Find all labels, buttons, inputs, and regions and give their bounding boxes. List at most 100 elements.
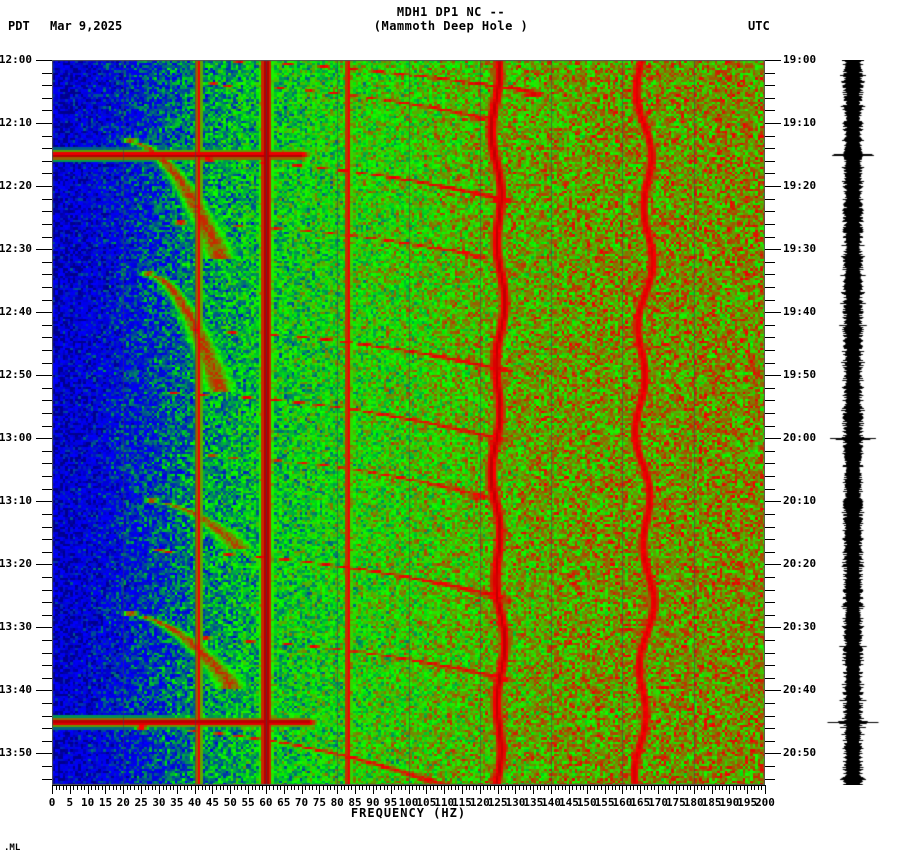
axis-tick <box>42 97 52 99</box>
axis-tick <box>761 785 763 790</box>
axis-tick <box>162 785 164 790</box>
axis-tick <box>765 160 775 162</box>
axis-tick <box>765 476 775 478</box>
axis-tick <box>42 463 52 465</box>
axis-tick <box>42 387 52 389</box>
frequency-label: 100 <box>398 796 419 809</box>
seismogram-canvas <box>825 60 885 785</box>
axis-tick <box>561 785 563 790</box>
axis-tick <box>765 425 775 427</box>
axis-tick <box>429 785 431 790</box>
frequency-label: 15 <box>98 796 113 809</box>
axis-tick <box>590 785 592 790</box>
axis-tick <box>198 785 200 790</box>
axis-tick <box>105 785 107 794</box>
axis-tick <box>765 677 775 679</box>
axis-tick <box>255 785 257 790</box>
axis-tick <box>42 740 52 742</box>
frequency-label: 20 <box>116 796 130 809</box>
time-label-pdt: 12:40 <box>0 305 32 319</box>
spectrogram-canvas <box>52 60 765 785</box>
axis-tick <box>476 785 478 790</box>
axis-tick <box>765 766 775 768</box>
axis-tick <box>526 785 528 790</box>
axis-tick <box>486 785 488 790</box>
axis-tick <box>36 186 52 188</box>
axis-tick <box>109 785 111 790</box>
axis-tick <box>765 72 775 74</box>
axis-tick <box>765 740 775 742</box>
axis-tick <box>501 785 503 790</box>
axis-tick <box>126 785 128 790</box>
axis-tick <box>765 85 775 87</box>
axis-tick <box>765 513 775 515</box>
axis-tick <box>765 274 775 276</box>
axis-tick <box>158 785 160 794</box>
time-label-utc: 20:30 <box>783 620 817 634</box>
time-label-utc: 20:50 <box>783 746 817 760</box>
axis-tick <box>743 785 745 790</box>
axis-tick <box>269 785 271 790</box>
axis-tick <box>69 785 71 794</box>
axis-tick <box>765 387 775 389</box>
axis-tick <box>87 785 89 794</box>
axis-tick <box>101 785 103 790</box>
axis-tick <box>305 785 307 790</box>
axis-tick <box>765 602 775 604</box>
time-label-pdt: 13:40 <box>0 683 32 697</box>
axis-tick <box>765 198 775 200</box>
frequency-label: 5 <box>66 796 74 809</box>
time-label-pdt: 13:30 <box>0 620 32 634</box>
axis-tick <box>565 785 567 790</box>
axis-tick <box>461 785 463 794</box>
axis-tick <box>458 785 460 790</box>
axis-tick <box>42 362 52 364</box>
axis-tick <box>586 785 588 794</box>
axis-tick <box>265 785 267 794</box>
axis-tick <box>42 652 52 654</box>
time-axis-pdt: 12:00 12:10 12:20 12:30 12:40 12:50 13:00 13:10… <box>0 53 52 786</box>
axis-tick <box>315 785 317 790</box>
axis-tick <box>757 785 759 790</box>
axis-tick <box>765 715 775 717</box>
frequency-axis: 0 5 10 15 20 25 30 35 40 45 50 55 60 65 70 75 80 85 90 95 10… <box>49 785 775 830</box>
axis-tick <box>765 173 775 175</box>
spectrogram-plot <box>52 60 765 785</box>
frequency-label: 140 <box>541 796 562 809</box>
axis-tick <box>248 785 250 794</box>
axis-tick <box>700 785 702 790</box>
axis-tick <box>42 110 52 112</box>
axis-tick <box>765 665 775 667</box>
frequency-label: 60 <box>259 796 273 809</box>
axis-tick <box>369 785 371 790</box>
axis-tick <box>151 785 153 790</box>
axis-tick <box>340 785 342 790</box>
axis-tick <box>765 501 781 503</box>
frequency-label: 130 <box>505 796 526 809</box>
axis-tick <box>42 400 52 402</box>
axis-tick <box>155 785 157 790</box>
axis-tick <box>80 785 82 790</box>
axis-tick <box>469 785 471 790</box>
frequency-label: 135 <box>523 796 544 809</box>
axis-tick <box>215 785 217 790</box>
time-label-utc: 20:00 <box>783 431 817 445</box>
frequency-label: 200 <box>755 796 775 809</box>
axis-tick <box>233 785 235 790</box>
axis-tick <box>750 785 752 790</box>
axis-tick <box>42 766 52 768</box>
frequency-label: 35 <box>170 796 184 809</box>
axis-tick <box>572 785 574 790</box>
axis-tick <box>372 785 374 794</box>
axis-tick <box>511 785 513 790</box>
seismogram-trace <box>825 60 885 785</box>
corner-mark: .ML <box>4 843 21 853</box>
axis-tick <box>244 785 246 790</box>
axis-tick <box>504 785 506 790</box>
axis-tick <box>444 785 446 794</box>
time-label-utc: 19:50 <box>783 368 817 382</box>
axis-tick <box>42 488 52 490</box>
axis-tick <box>765 753 781 755</box>
axis-tick <box>383 785 385 790</box>
frequency-label: 85 <box>348 796 362 809</box>
